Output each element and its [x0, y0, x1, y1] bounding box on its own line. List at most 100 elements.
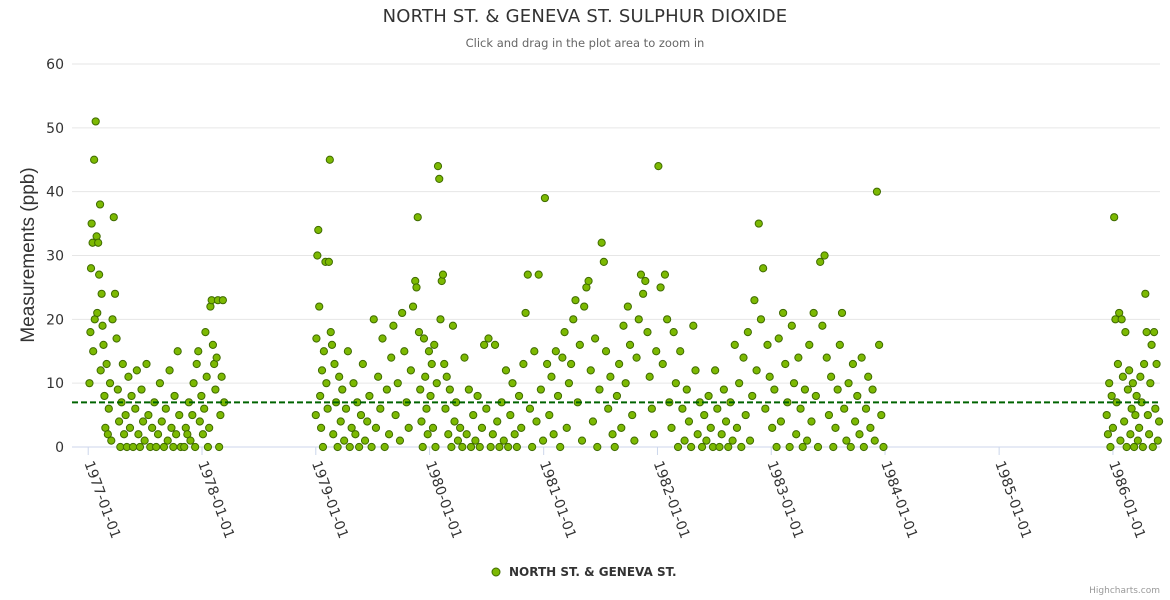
data-point — [809, 308, 818, 318]
data-point — [1102, 410, 1111, 420]
data-point — [125, 423, 135, 432]
data-point — [750, 296, 759, 305]
data-point — [338, 385, 347, 394]
data-point — [333, 442, 342, 452]
data-point — [1118, 372, 1128, 381]
data-point — [473, 391, 482, 401]
data-point — [604, 404, 613, 413]
data-point — [387, 353, 396, 362]
data-point — [400, 347, 409, 356]
data-point — [586, 366, 595, 375]
data-point — [365, 391, 374, 401]
data-point — [109, 213, 118, 222]
data-point — [763, 340, 772, 349]
data-point — [689, 321, 698, 330]
legend-item-label[interactable]: NORTH ST. & GENEVA ST. — [509, 565, 677, 579]
data-point — [831, 423, 840, 432]
data-point — [91, 117, 100, 126]
data-point — [840, 404, 849, 413]
data-point — [431, 442, 440, 452]
data-point — [571, 296, 580, 305]
data-point — [363, 417, 372, 426]
data-point — [853, 391, 862, 401]
data-point — [588, 417, 598, 426]
data-point — [743, 328, 752, 337]
data-point — [129, 442, 138, 452]
y-tick-label: 50 — [46, 121, 64, 137]
data-point — [192, 359, 201, 369]
data-point — [477, 423, 487, 432]
data-point — [104, 404, 113, 413]
data-point — [1122, 442, 1131, 452]
data-point — [1138, 442, 1147, 452]
data-point — [493, 417, 502, 426]
data-point — [460, 353, 469, 362]
data-point — [466, 442, 476, 452]
data-point — [556, 442, 565, 452]
data-point — [157, 417, 166, 426]
data-point — [623, 302, 632, 311]
data-point — [1127, 404, 1136, 413]
y-tick-label: 30 — [46, 249, 64, 265]
data-point — [713, 404, 722, 413]
data-point — [433, 162, 443, 171]
data-point — [673, 442, 683, 452]
data-point — [580, 302, 589, 311]
data-point — [384, 430, 394, 439]
data-point — [619, 321, 628, 330]
data-point — [215, 442, 224, 452]
data-point — [658, 359, 667, 369]
data-point — [739, 353, 748, 362]
data-point — [1116, 436, 1125, 445]
data-point — [715, 442, 724, 452]
data-point — [508, 379, 517, 388]
data-point — [1154, 417, 1164, 426]
data-point — [1108, 423, 1118, 432]
gridlines — [72, 63, 1160, 448]
data-point — [547, 372, 556, 381]
data-point — [706, 423, 715, 432]
data-point — [438, 270, 448, 279]
data-point — [435, 174, 444, 183]
data-point — [606, 372, 615, 381]
data-point — [684, 417, 694, 426]
data-point — [441, 404, 450, 413]
data-point — [484, 334, 493, 343]
data-point — [87, 219, 96, 228]
data-point — [325, 155, 334, 164]
data-point — [475, 442, 484, 452]
data-point — [426, 391, 435, 401]
data-point — [792, 430, 801, 439]
data-point — [172, 430, 181, 439]
data-point — [132, 366, 141, 375]
data-point — [1153, 436, 1162, 445]
x-tick-label: 1979-01-01 — [308, 459, 351, 541]
credits-link[interactable]: Highcharts.com — [1089, 586, 1160, 596]
data-point — [656, 283, 665, 292]
data-point — [427, 359, 436, 369]
y-tick-label: 60 — [46, 57, 64, 73]
data-point — [330, 359, 339, 369]
data-point — [326, 328, 335, 337]
legend[interactable]: NORTH ST. & GENEVA ST. — [491, 565, 677, 579]
data-point — [447, 442, 456, 452]
data-point — [336, 417, 345, 426]
data-point — [376, 404, 385, 413]
data-point — [730, 340, 739, 349]
data-point — [347, 423, 356, 432]
data-point — [601, 347, 611, 356]
data-point — [835, 340, 844, 349]
data-point — [198, 430, 208, 439]
data-point — [217, 372, 226, 381]
data-point — [360, 436, 370, 445]
data-point — [512, 442, 521, 452]
data-point — [195, 417, 204, 426]
data-point — [211, 385, 220, 394]
data-point — [1130, 442, 1139, 452]
data-point — [318, 442, 328, 452]
data-point — [86, 328, 95, 337]
data-point — [636, 270, 646, 279]
data-point — [748, 391, 757, 401]
data-point — [355, 442, 364, 452]
